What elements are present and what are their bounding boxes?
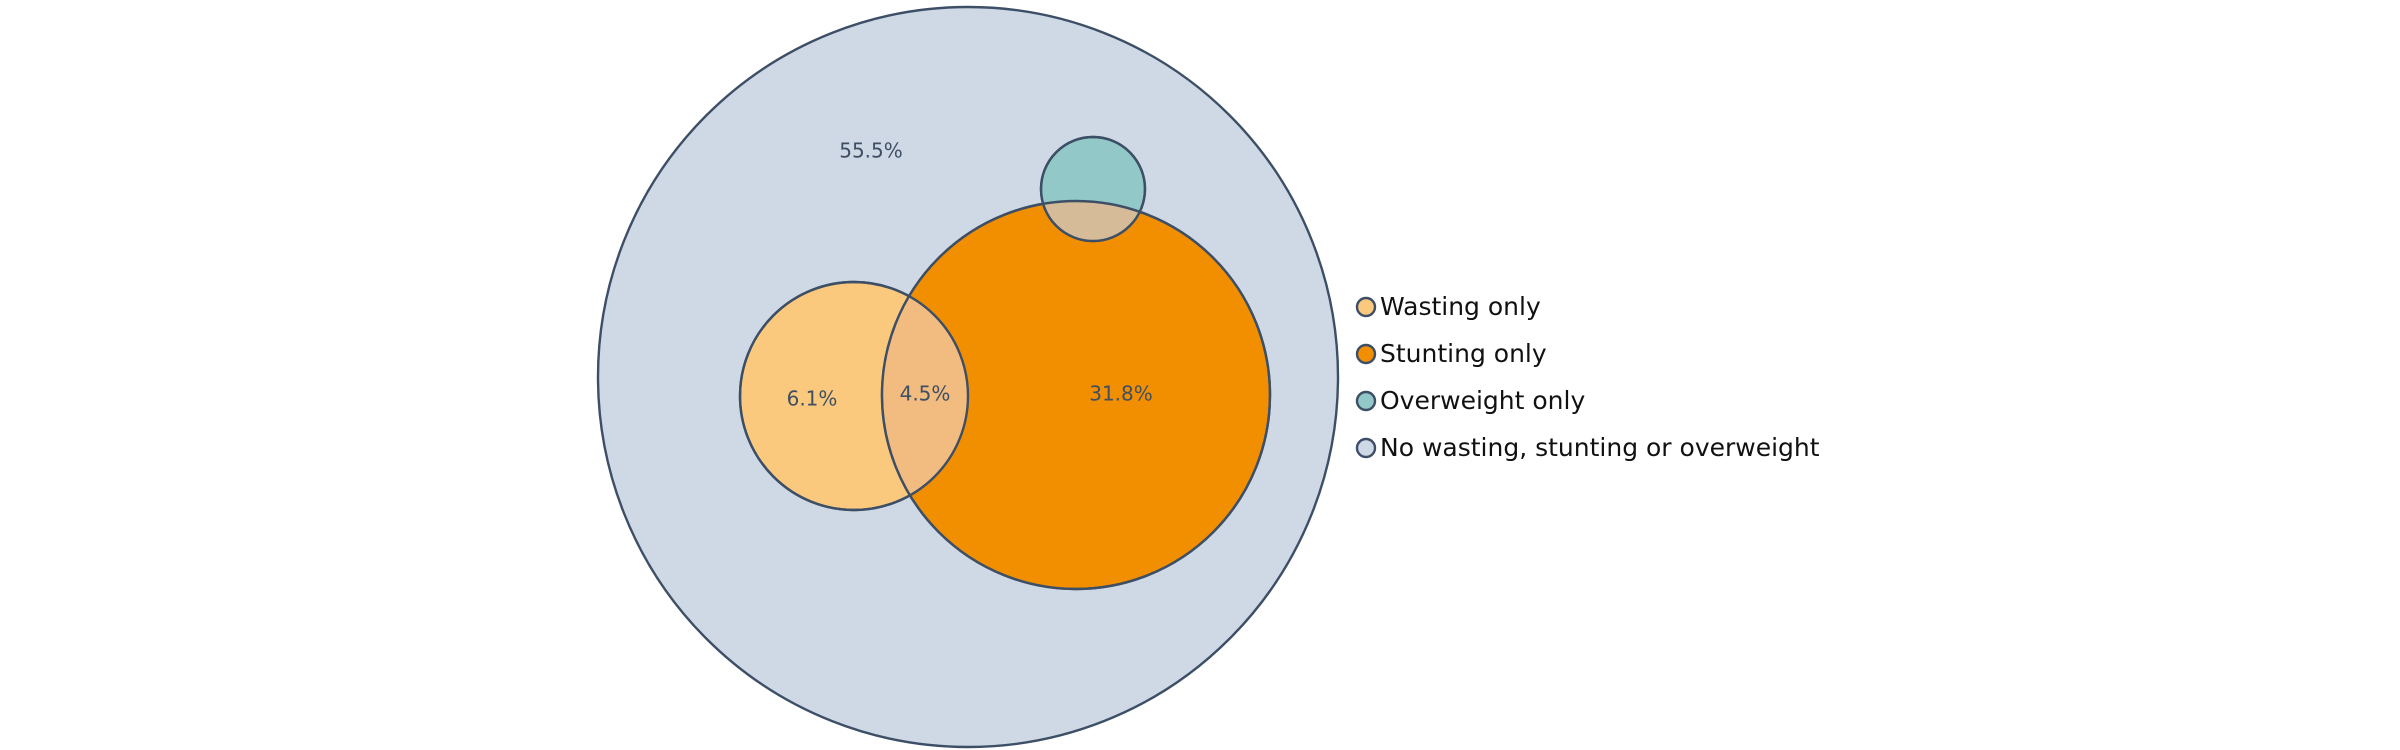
legend: Wasting only Stunting only Overweight on…	[1355, 292, 1820, 462]
region-label-wasting: 6.1%	[787, 387, 838, 411]
legend-item-wasting: Wasting only	[1355, 292, 1541, 321]
legend-label-stunting: Stunting only	[1380, 339, 1547, 368]
legend-label-wasting: Wasting only	[1380, 292, 1541, 321]
stunting-circle-outline	[880, 199, 1272, 591]
region-label-wasting-stunting: 4.5%	[900, 382, 951, 406]
legend-marker-none	[1355, 437, 1377, 459]
legend-marker-stunting	[1355, 343, 1377, 365]
legend-label-overweight: Overweight only	[1380, 386, 1585, 415]
legend-item-overweight: Overweight only	[1355, 386, 1585, 415]
region-labels: 55.5% 6.1% 4.5% 31.8%	[787, 139, 1153, 411]
legend-marker-wasting	[1355, 296, 1377, 318]
venn-circles	[596, 5, 1340, 749]
legend-item-none: No wasting, stunting or overweight	[1355, 433, 1820, 462]
legend-marker-overweight	[1355, 390, 1377, 412]
region-label-none: 55.5%	[839, 139, 903, 163]
overweight-circle-outline	[1039, 135, 1147, 243]
region-label-stunting: 31.8%	[1089, 382, 1153, 406]
wasting-circle-outline	[738, 280, 970, 512]
legend-label-none: No wasting, stunting or overweight	[1380, 433, 1820, 462]
legend-item-stunting: Stunting only	[1355, 339, 1547, 368]
